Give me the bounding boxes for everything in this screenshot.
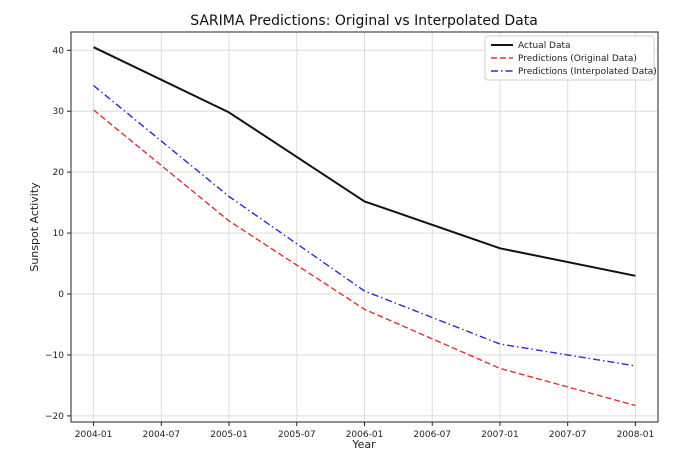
x-tick-label: 2007-07 xyxy=(549,430,587,440)
series-line-2 xyxy=(93,85,636,367)
series-line-1 xyxy=(93,109,636,407)
series-group xyxy=(93,46,636,407)
x-tick-label: 2008-01 xyxy=(617,430,655,440)
y-tick-label: 40 xyxy=(53,46,65,56)
y-tick-label: −20 xyxy=(45,412,64,422)
x-tick-label: 2006-07 xyxy=(413,430,451,440)
x-axis: 2004-01 2004-07 2005-01 2005-07 2006-01 2006-… xyxy=(75,422,654,440)
y-tick-label: 10 xyxy=(53,229,65,239)
x-tick-label: 2005-01 xyxy=(210,430,248,440)
x-tick-label: 2007-01 xyxy=(481,430,519,440)
y-axis: −20 −10 0 10 20 30 40 xyxy=(45,46,71,422)
x-tick-label: 2005-07 xyxy=(278,430,316,440)
y-tick-label: 20 xyxy=(53,168,65,178)
y-axis-label: Sunspot Activity xyxy=(28,182,41,272)
x-axis-label: Year xyxy=(351,438,376,451)
x-tick-label: 2004-01 xyxy=(75,430,113,440)
x-tick-label: 2004-07 xyxy=(143,430,181,440)
series-line-0 xyxy=(93,46,636,277)
y-tick-label: 30 xyxy=(53,107,65,117)
grid xyxy=(71,32,658,422)
y-tick-label: 0 xyxy=(58,290,64,300)
legend-label-1: Predictions (Original Data) xyxy=(518,54,637,64)
chart-title: SARIMA Predictions: Original vs Interpol… xyxy=(190,13,538,29)
legend: Actual Data Predictions (Original Data) Pr… xyxy=(484,35,657,81)
x-tick-label: 2006-01 xyxy=(346,430,384,440)
y-tick-label: −10 xyxy=(45,351,64,361)
legend-box xyxy=(484,35,655,81)
legend-label-0: Actual Data xyxy=(518,41,571,51)
legend-label-2: Predictions (Interpolated Data) xyxy=(518,67,657,77)
